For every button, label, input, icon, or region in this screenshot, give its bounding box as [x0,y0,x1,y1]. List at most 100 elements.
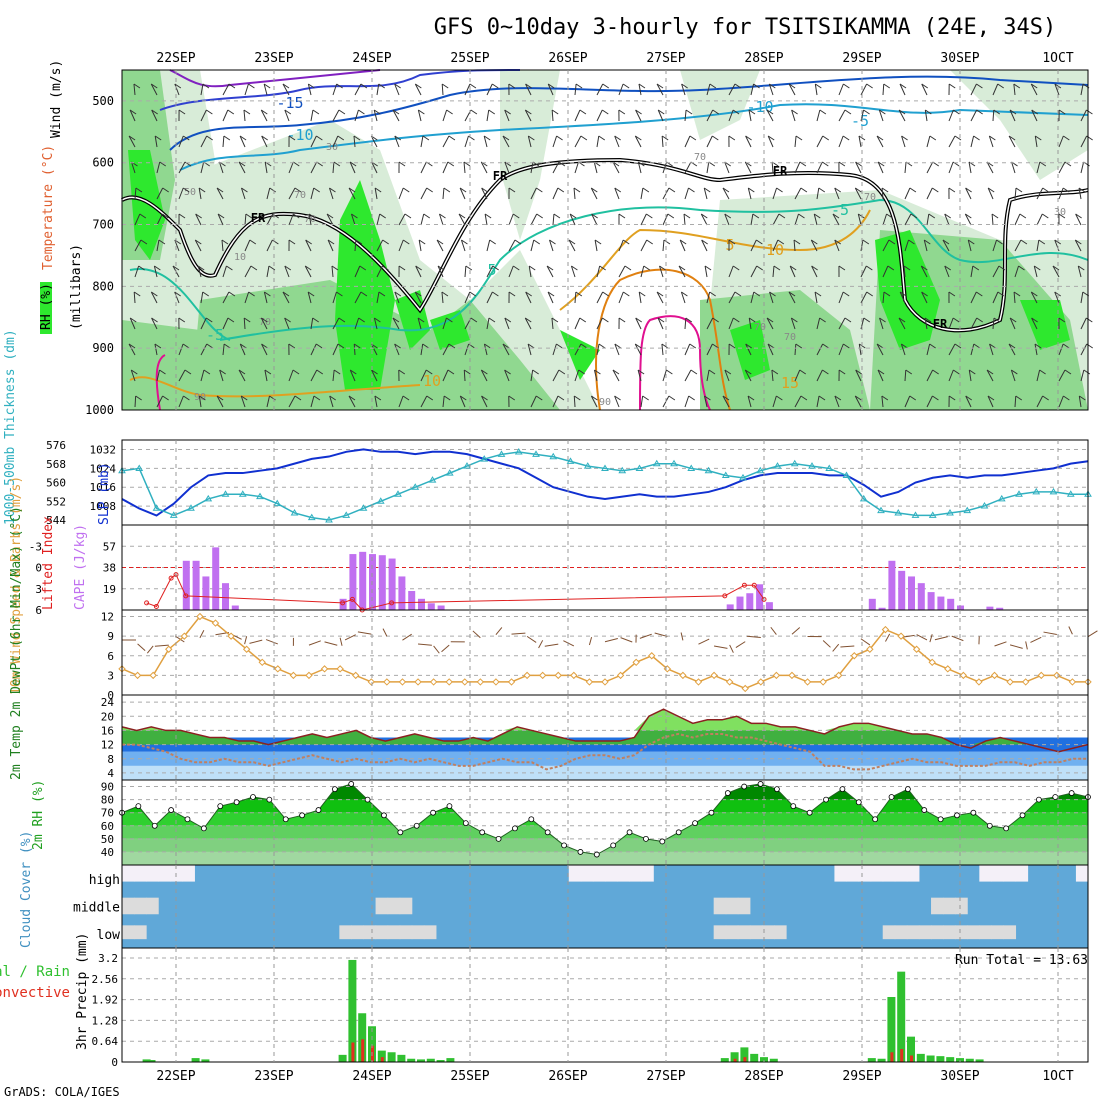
wind-barb-flag [704,265,712,271]
cape-bar [937,596,945,610]
wind-barb [129,317,136,330]
wind-barb [546,265,554,278]
wind-barb [156,239,160,252]
wind-barb [788,291,796,304]
wind-barb-flag [690,369,698,375]
wind-speed-point [429,678,438,686]
thickness-marker [480,455,489,462]
wind-barb [504,369,510,382]
wind-barb [794,213,799,226]
wind-barb-flag [288,343,296,349]
wind-speed-point [757,678,765,686]
wind-barb-flag [238,369,246,375]
thickness-marker [152,504,161,511]
cloud-level-label: high [89,873,120,888]
wind-barb [728,317,734,330]
wind-barb-flag [178,317,186,323]
wind-barb-flag [1086,317,1093,323]
rh-point [970,809,977,816]
wind-speed-point [648,652,656,660]
wind-barb [552,213,555,226]
wind-barb [198,187,202,200]
cape-bar [986,606,994,610]
wind-barb [288,213,294,226]
wind-barb [240,187,246,200]
wind-barb [420,369,427,382]
wind-barb-flag [932,187,939,193]
wind-barb [221,239,224,252]
wind-barb-flag [678,265,686,271]
wind-barb-flag [329,395,336,401]
wind-barb-flag [968,239,975,245]
wind-barb-flag [139,213,147,219]
wind-barb-flag [843,343,850,349]
wind-barb-flag [854,395,862,401]
wind-barb-flag [622,239,630,245]
wind-barb-flag [238,161,246,167]
wind-barb [810,239,818,252]
lifted-index-point [349,596,355,602]
wind-barb [1034,343,1038,356]
li-tick: 0 [35,562,42,575]
wind-barb [596,265,601,278]
rh-axis-label: 2m RH (%) [31,780,46,850]
wind-barb [703,187,708,200]
wind-speed-point [866,645,874,653]
wind-barb [904,213,912,226]
thickness-marker [894,508,903,516]
wind-barb-flag [333,161,341,167]
rh-point [250,794,256,800]
wind-barb-flag [447,161,455,167]
li-tick: -3 [29,540,42,553]
wind-barb-flag [398,265,406,271]
wind-barb-flag [1034,343,1042,349]
wind-barb [134,213,141,226]
rh-point [839,786,846,793]
wind-barb-flag [656,83,664,89]
wind-speed-point [289,671,298,680]
wind-barb-flag [976,291,983,297]
wind-barb [480,369,488,382]
wind-barb [288,369,294,382]
cloud-high-cell [846,865,860,882]
wind-barb-flag [888,239,896,245]
wind-barb-flag [972,265,980,271]
wind-barb [882,83,885,96]
wind-barb-flag [404,213,412,219]
wind-barb-flag [355,239,363,245]
wind-barb [310,369,318,382]
cloud-mid-cell [725,897,739,915]
wind-barb [326,213,334,226]
lifted-index-point [168,575,174,581]
temperature-label: 5 [487,261,496,279]
wind-barb [635,109,642,122]
wind-barb [216,187,224,200]
wind-barb-flag [1009,109,1017,115]
wind-barb [354,83,362,96]
rh-point [986,822,993,829]
cloud-mid-cell [387,897,401,915]
cape-bar [398,576,406,610]
wind-barb [768,83,774,96]
wind-barb-flag [685,109,693,115]
wind-barb-flag [423,213,431,219]
surface-wind-barb [154,644,169,647]
wind-barb-flag [954,135,962,141]
wind-barb-flag [458,213,466,219]
wind-barb-flag [504,161,512,167]
wind-barb [178,187,184,200]
wind-barb [354,317,360,330]
wind-speed-point [772,671,781,680]
wind-barb [877,161,884,174]
cloud-mid-cell [122,897,135,915]
thickness-marker [670,459,678,467]
lifted-index-line [146,573,765,611]
cloud-low-cell [979,925,992,940]
wind-barb-flag [151,291,158,297]
wind-barb [1030,83,1038,96]
wind-barb-flag [993,317,1001,323]
wind-barb-flag [638,83,646,89]
wind-barb-flag [524,317,532,323]
wind-barb-flag [394,343,401,349]
temperature-contour [559,209,871,311]
